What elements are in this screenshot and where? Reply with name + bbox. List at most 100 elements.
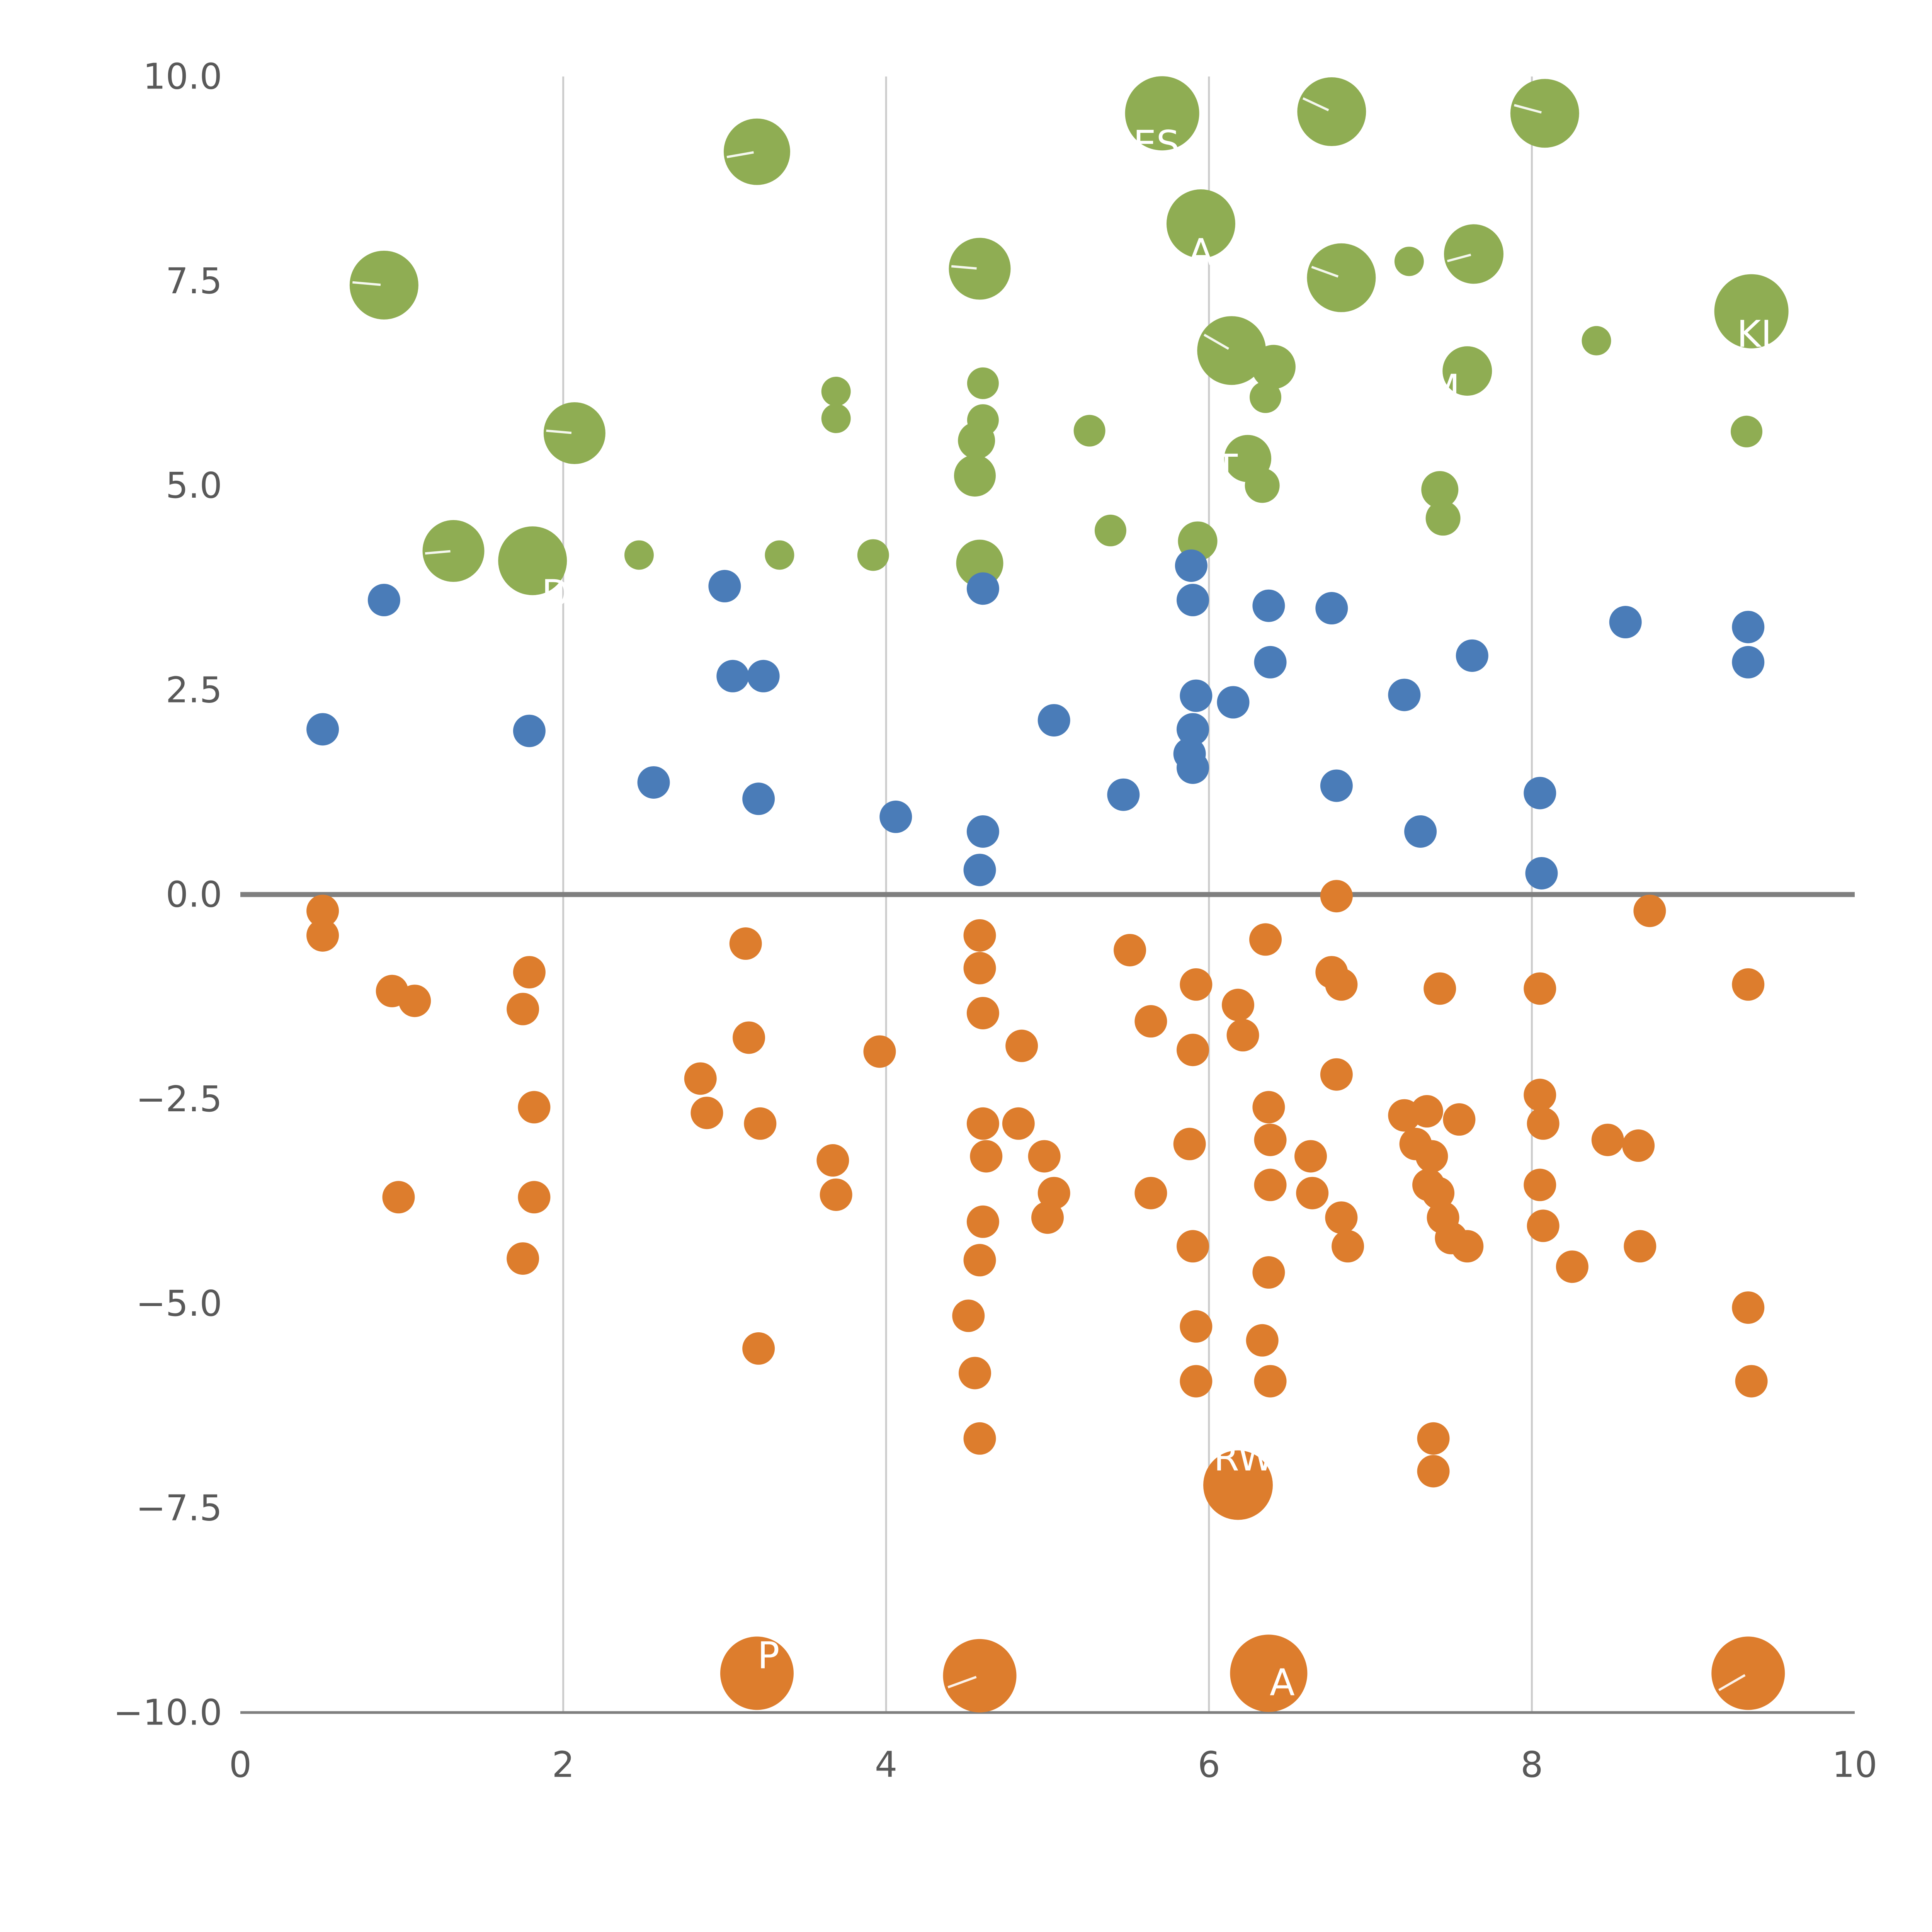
y-tick-label: 0.0 [166, 874, 222, 915]
data-point [1254, 646, 1287, 679]
data-point [1031, 1201, 1064, 1234]
bubble-tick-mark [352, 281, 381, 286]
bubble-label: D [542, 572, 570, 615]
x-tick-label: 10 [1832, 1744, 1877, 1786]
data-point [306, 895, 339, 927]
data-point [742, 1332, 775, 1365]
data-point [1410, 1095, 1443, 1128]
bubble-label: KL [1737, 313, 1781, 356]
data-point [1624, 1230, 1656, 1263]
data-point [1527, 1107, 1560, 1140]
data-point [1711, 1636, 1785, 1710]
data-point [1173, 1128, 1206, 1160]
data-point [1732, 968, 1765, 1001]
data-point [1714, 274, 1789, 349]
data-point [513, 956, 546, 989]
data-point [1633, 895, 1666, 927]
data-point [1251, 345, 1296, 389]
bubble-tick-mark [1447, 253, 1471, 262]
bubble-label: A [1270, 1662, 1295, 1704]
data-point [1332, 1230, 1364, 1263]
data-point [1320, 769, 1353, 802]
bubble-tick-mark [951, 265, 977, 270]
bubble-label: ES [1133, 123, 1179, 165]
data-point [958, 1357, 991, 1389]
data-point [1444, 224, 1503, 284]
data-point [1297, 77, 1366, 146]
data-point [708, 570, 741, 602]
y-tick-label: 5.0 [166, 465, 222, 506]
data-point [690, 1097, 723, 1129]
data-point [306, 713, 339, 746]
bubble-tick-mark [1718, 1674, 1746, 1691]
data-point [1388, 679, 1421, 711]
data-point [816, 1144, 849, 1177]
data-point [349, 250, 418, 320]
data-point [857, 539, 889, 571]
bubble-tick-mark [425, 550, 451, 555]
data-point [1591, 1124, 1624, 1156]
bubble-tick-mark [1311, 265, 1339, 278]
data-point [744, 1107, 777, 1140]
data-point [742, 782, 775, 815]
data-point [1421, 471, 1459, 509]
bubble-label: RW [1214, 1437, 1274, 1479]
data-point [1180, 1365, 1213, 1398]
data-point [498, 526, 567, 595]
data-point [1325, 968, 1358, 1001]
data-point [1524, 1078, 1556, 1111]
data-point [949, 238, 1011, 300]
data-point [1177, 713, 1209, 746]
data-point [1325, 1201, 1358, 1234]
data-point [637, 766, 670, 799]
points: ES A KL M T D P RW A [306, 76, 1789, 1713]
data-point [1002, 1107, 1035, 1140]
data-point [1177, 1034, 1209, 1066]
x-tick-label: 2 [552, 1744, 575, 1786]
data-point [1731, 415, 1763, 447]
data-point [1556, 1250, 1588, 1283]
data-point [1524, 777, 1556, 810]
data-point [1524, 1168, 1556, 1201]
data-point [963, 919, 996, 952]
bubble-tick-mark [1203, 333, 1230, 350]
data-point [1203, 1450, 1273, 1520]
data-point [1180, 968, 1213, 1001]
data-point [1175, 549, 1208, 582]
data-point [1456, 639, 1488, 672]
data-point [1315, 592, 1348, 625]
data-point [1226, 1019, 1259, 1052]
data-point [1732, 646, 1765, 679]
data-point [518, 1091, 551, 1124]
data-point [1442, 346, 1492, 396]
data-point [966, 1205, 999, 1238]
data-point [1134, 1005, 1167, 1038]
data-point [513, 714, 546, 747]
data-point [1320, 1058, 1353, 1091]
data-point [1245, 468, 1280, 503]
data-point [943, 1639, 1017, 1713]
data-point [1166, 189, 1235, 259]
data-point [1094, 514, 1126, 546]
data-point [507, 1242, 539, 1275]
x-tick-label: 6 [1198, 1744, 1221, 1786]
y-tick-label: 7.5 [166, 260, 222, 302]
data-point [1180, 679, 1213, 712]
bubble-label: T [1215, 447, 1238, 490]
data-point [966, 572, 999, 605]
data-point [970, 1140, 1003, 1173]
data-point [1134, 1177, 1167, 1209]
data-point [1443, 1103, 1476, 1136]
series-green: ES A KL M T D [349, 76, 1789, 615]
x-tick-label: 4 [875, 1744, 898, 1786]
bubble-tick-mark [726, 151, 754, 158]
x-tick-label: 0 [229, 1744, 252, 1786]
data-point [1180, 1310, 1213, 1343]
data-point [684, 1062, 717, 1095]
data-point [863, 1035, 896, 1068]
data-point [963, 1244, 996, 1277]
data-point [1307, 243, 1376, 312]
data-point [966, 1107, 999, 1140]
data-point [821, 377, 851, 406]
